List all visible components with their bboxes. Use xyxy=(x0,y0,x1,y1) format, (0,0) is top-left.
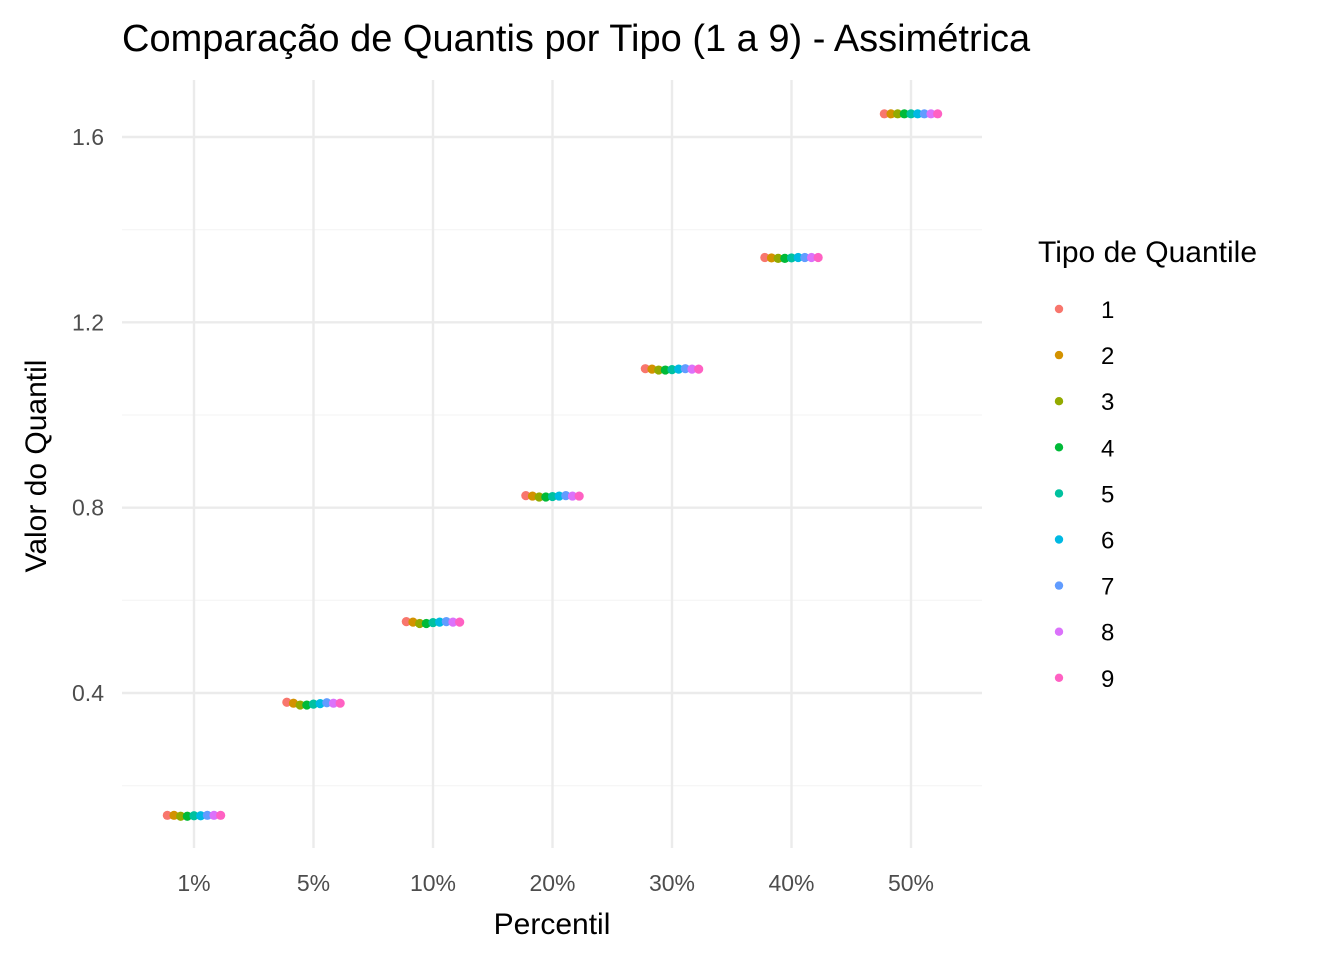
data-point xyxy=(547,491,558,502)
data-point xyxy=(415,618,425,629)
data-point xyxy=(561,491,571,501)
legend-label: 8 xyxy=(1101,620,1114,647)
legend-key xyxy=(1054,673,1064,682)
data-point xyxy=(322,698,332,708)
y-axis-title: Valor do Quantil xyxy=(20,360,53,573)
data-point xyxy=(335,698,345,708)
legend-label: 5 xyxy=(1101,481,1114,508)
y-tick-label: 1.2 xyxy=(72,309,104,335)
legend-key xyxy=(1054,304,1064,314)
data-point xyxy=(196,811,206,821)
data-point xyxy=(189,811,199,821)
data-point xyxy=(913,109,923,119)
data-point xyxy=(906,109,916,119)
data-point xyxy=(919,109,929,119)
data-point xyxy=(295,700,305,710)
x-tick-label: 20% xyxy=(529,870,575,896)
data-point xyxy=(182,811,192,821)
data-point xyxy=(694,364,704,374)
data-point xyxy=(328,698,339,708)
data-point xyxy=(216,810,226,820)
points-layer xyxy=(162,109,943,821)
data-point xyxy=(521,491,531,501)
data-point xyxy=(813,252,823,263)
data-point xyxy=(567,491,578,501)
x-tick-label: 10% xyxy=(410,870,456,896)
data-point xyxy=(780,253,790,263)
grid-layer xyxy=(122,80,982,848)
data-point xyxy=(680,364,690,374)
x-tick-label: 5% xyxy=(297,870,330,896)
data-point xyxy=(202,810,212,820)
data-point xyxy=(428,617,438,628)
data-point xyxy=(401,617,411,627)
data-point xyxy=(162,810,172,820)
data-point xyxy=(886,109,896,119)
y-tick-label: 1.6 xyxy=(72,124,104,150)
y-tick-label: 0.4 xyxy=(72,680,104,706)
legend-title: Tipo de Quantile xyxy=(1038,236,1257,269)
data-point xyxy=(441,617,451,627)
data-point xyxy=(667,364,677,375)
legend-key xyxy=(1054,350,1064,360)
legend-label: 4 xyxy=(1101,435,1114,462)
data-point xyxy=(308,699,319,709)
x-axis-title: Percentil xyxy=(494,908,611,941)
x-tick-label: 1% xyxy=(177,870,210,896)
data-point xyxy=(926,109,936,119)
legend-label: 3 xyxy=(1101,389,1114,416)
legend-label: 2 xyxy=(1101,343,1114,370)
x-axis-tick-labels: 1% 5% 10% 20% 30% 40% 50% xyxy=(177,870,934,896)
legend-key xyxy=(1054,489,1064,498)
data-point xyxy=(773,253,783,263)
data-point xyxy=(660,365,670,375)
legend-key xyxy=(1054,535,1064,544)
data-point xyxy=(209,810,219,820)
data-point xyxy=(554,491,564,501)
data-point xyxy=(786,253,797,263)
data-point xyxy=(793,252,803,263)
data-point xyxy=(893,109,903,119)
data-point xyxy=(534,492,544,502)
data-point xyxy=(800,252,810,263)
data-point xyxy=(899,109,909,119)
legend-label: 1 xyxy=(1101,297,1114,324)
data-point xyxy=(654,365,664,375)
data-point xyxy=(640,364,650,374)
data-point xyxy=(760,252,770,263)
x-tick-label: 30% xyxy=(649,870,695,896)
data-point xyxy=(933,109,943,119)
data-point xyxy=(541,492,551,502)
legend-label: 6 xyxy=(1101,528,1114,555)
legend-label: 7 xyxy=(1101,574,1114,601)
y-tick-label: 0.8 xyxy=(72,495,104,521)
data-point xyxy=(176,811,186,821)
legend-key xyxy=(1054,581,1064,590)
y-axis-tick-labels: 0.4 0.8 1.2 1.6 xyxy=(72,124,104,706)
legend-key xyxy=(1054,397,1064,406)
x-tick-label: 40% xyxy=(768,870,814,896)
legend-items: 1 2 3 4 5 6 7 8 9 xyxy=(1054,297,1114,693)
chart-title: Comparação de Quantis por Tipo (1 a 9) -… xyxy=(122,18,1031,60)
data-point xyxy=(766,253,777,263)
data-point xyxy=(448,617,458,627)
data-point xyxy=(574,491,584,501)
legend: Tipo de Quantile 1 2 3 4 5 6 7 8 9 xyxy=(1038,236,1257,693)
data-point xyxy=(435,617,445,627)
data-point xyxy=(455,617,465,627)
data-point xyxy=(674,364,684,374)
data-point xyxy=(687,364,697,374)
legend-key xyxy=(1054,627,1064,636)
data-point xyxy=(806,252,817,263)
x-tick-label: 50% xyxy=(888,870,934,896)
legend-key xyxy=(1054,443,1064,452)
legend-label: 9 xyxy=(1101,666,1114,693)
data-point xyxy=(879,109,889,119)
